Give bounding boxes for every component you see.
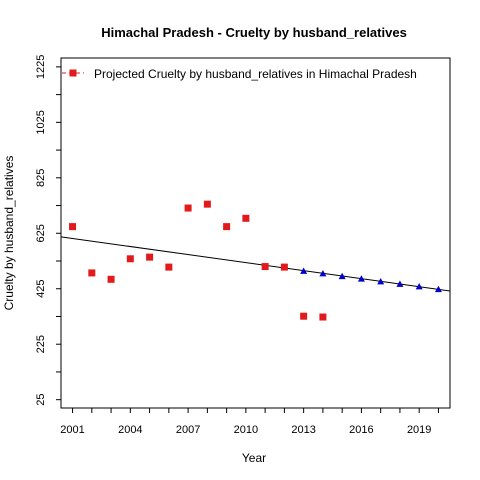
data-point bbox=[146, 253, 154, 261]
y-tick-label: 1025 bbox=[35, 110, 47, 134]
x-tick-label: 2013 bbox=[291, 424, 315, 436]
data-point bbox=[126, 255, 134, 263]
data-point bbox=[319, 313, 327, 321]
legend-marker bbox=[69, 69, 77, 77]
y-tick-label: 225 bbox=[35, 335, 47, 353]
x-tick-label: 2010 bbox=[234, 424, 258, 436]
chart-title: Himachal Pradesh - Cruelty by husband_re… bbox=[101, 25, 407, 40]
data-points bbox=[69, 200, 442, 321]
x-tick-label: 2019 bbox=[407, 424, 431, 436]
y-axis-label: Cruelty by husband_relatives bbox=[2, 156, 16, 311]
x-tick-label: 2007 bbox=[176, 424, 200, 436]
y-tick-label: 425 bbox=[35, 280, 47, 298]
projected-point bbox=[396, 280, 404, 287]
data-point bbox=[242, 214, 250, 222]
projected-point bbox=[415, 283, 423, 290]
data-point bbox=[107, 275, 115, 283]
y-tick-label: 625 bbox=[35, 224, 47, 242]
data-point bbox=[165, 263, 173, 271]
data-point bbox=[203, 200, 211, 208]
legend: Projected Cruelty by husband_relatives i… bbox=[62, 67, 417, 81]
projected-point bbox=[377, 278, 385, 285]
data-point bbox=[300, 312, 308, 320]
x-tick-label: 2016 bbox=[349, 424, 373, 436]
y-tick-label: 1225 bbox=[35, 55, 47, 79]
y-tick-label: 25 bbox=[35, 394, 47, 406]
projected-point bbox=[434, 285, 442, 293]
data-point bbox=[69, 223, 77, 231]
x-tick-label: 2001 bbox=[60, 424, 84, 436]
y-axis: 25 225 425 625 825 1025 1225 bbox=[35, 55, 61, 406]
x-axis: 2001 2004 2007 2010 2013 2016 2019 bbox=[60, 408, 439, 436]
projected-point bbox=[357, 275, 365, 282]
projected-point bbox=[338, 272, 346, 280]
trend-line bbox=[60, 236, 451, 292]
x-tick-label: 2004 bbox=[118, 424, 142, 436]
x-axis-label: Year bbox=[242, 451, 266, 465]
data-point bbox=[88, 269, 96, 277]
plot-area bbox=[60, 57, 451, 409]
data-point bbox=[261, 263, 269, 271]
data-point bbox=[184, 204, 192, 212]
y-tick-label: 825 bbox=[35, 169, 47, 187]
data-point bbox=[223, 223, 231, 231]
legend-entry: Projected Cruelty by husband_relatives i… bbox=[94, 67, 417, 81]
projected-point bbox=[319, 269, 327, 277]
data-point bbox=[280, 263, 288, 271]
projected-point bbox=[300, 267, 308, 274]
